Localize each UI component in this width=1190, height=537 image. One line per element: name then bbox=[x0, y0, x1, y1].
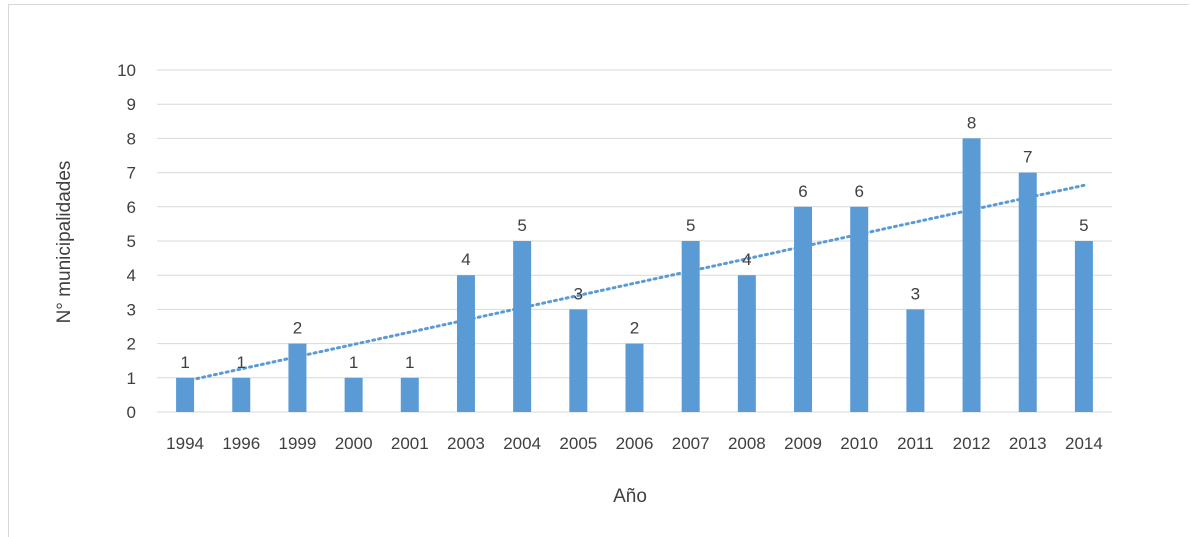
bar-2007 bbox=[681, 241, 700, 412]
data-label: 6 bbox=[854, 182, 863, 201]
y-tick-label: 2 bbox=[127, 335, 136, 354]
y-tick-label: 6 bbox=[127, 198, 136, 217]
data-label: 4 bbox=[742, 250, 751, 269]
y-tick-label: 1 bbox=[127, 369, 136, 388]
trendline-line bbox=[183, 183, 1086, 383]
y-tick-label: 10 bbox=[117, 61, 136, 80]
bar-2008 bbox=[737, 275, 756, 412]
bar-2000 bbox=[344, 377, 363, 412]
bar-2009 bbox=[794, 206, 813, 412]
x-tick-label: 1999 bbox=[279, 434, 317, 453]
data-label: 1 bbox=[405, 353, 414, 372]
data-label: 1 bbox=[180, 353, 189, 372]
x-tick-label: 1996 bbox=[222, 434, 260, 453]
bar-2014 bbox=[1074, 241, 1093, 412]
y-tick-label: 3 bbox=[127, 300, 136, 319]
data-label: 1 bbox=[237, 353, 246, 372]
bar-2006 bbox=[625, 343, 644, 412]
x-tick-label: 2013 bbox=[1009, 434, 1047, 453]
data-label: 6 bbox=[798, 182, 807, 201]
bar-1994 bbox=[176, 377, 195, 412]
x-tick-label: 1994 bbox=[166, 434, 204, 453]
y-tick-label: 5 bbox=[127, 232, 136, 251]
x-tick-label: 2000 bbox=[335, 434, 373, 453]
y-tick-label: 9 bbox=[127, 95, 136, 114]
bar-2011 bbox=[906, 309, 925, 412]
data-label: 8 bbox=[967, 113, 976, 132]
y-tick-label: 7 bbox=[127, 164, 136, 183]
data-label: 1 bbox=[349, 353, 358, 372]
x-tick-labels: 1994 1996 1999 2000 2001 2003 2004 2005 2006 2007… bbox=[166, 434, 1103, 453]
data-label: 7 bbox=[1023, 148, 1032, 167]
x-tick-label: 2009 bbox=[784, 434, 822, 453]
x-tick-label: 2003 bbox=[447, 434, 485, 453]
x-tick-label: 2001 bbox=[391, 434, 429, 453]
bar-2003 bbox=[456, 275, 475, 412]
chart-frame bbox=[8, 4, 1189, 537]
x-tick-label: 2005 bbox=[559, 434, 597, 453]
x-tick-label: 2004 bbox=[503, 434, 541, 453]
x-tick-label: 2012 bbox=[953, 434, 991, 453]
bar-2005 bbox=[569, 309, 588, 412]
y-tick-labels: 0 1 2 3 4 5 6 7 8 9 10 bbox=[117, 61, 136, 422]
data-label: 2 bbox=[293, 319, 302, 338]
bar-2001 bbox=[400, 377, 419, 412]
data-label: 3 bbox=[911, 284, 920, 303]
x-tick-label: 2011 bbox=[897, 434, 934, 453]
y-tick-label: 8 bbox=[127, 129, 136, 148]
x-tick-label: 2006 bbox=[616, 434, 654, 453]
bar-2013 bbox=[1018, 172, 1037, 412]
y-tick-label: 4 bbox=[127, 266, 136, 285]
data-labels: 1 1 2 1 1 4 5 3 2 5 4 6 6 3 8 7 5 bbox=[180, 113, 1088, 371]
y-tick-label: 0 bbox=[127, 403, 136, 422]
bar-1996 bbox=[232, 377, 251, 412]
bar-2004 bbox=[513, 241, 532, 412]
trendline bbox=[183, 183, 1086, 383]
bar-2012 bbox=[962, 138, 981, 412]
y-axis-title: N° municipalidades bbox=[54, 161, 75, 324]
x-tick-label: 2007 bbox=[672, 434, 710, 453]
bar-1999 bbox=[288, 343, 307, 412]
x-axis-title: Año bbox=[613, 486, 647, 507]
data-label: 2 bbox=[630, 319, 639, 338]
data-label: 5 bbox=[686, 216, 695, 235]
data-label: 5 bbox=[517, 216, 526, 235]
x-tick-label: 2010 bbox=[840, 434, 878, 453]
x-tick-label: 2014 bbox=[1065, 434, 1103, 453]
bar-2010 bbox=[850, 206, 869, 412]
data-label: 5 bbox=[1079, 216, 1088, 235]
x-tick-label: 2008 bbox=[728, 434, 766, 453]
data-label: 3 bbox=[574, 284, 583, 303]
data-label: 4 bbox=[461, 250, 470, 269]
bars bbox=[176, 138, 1093, 412]
